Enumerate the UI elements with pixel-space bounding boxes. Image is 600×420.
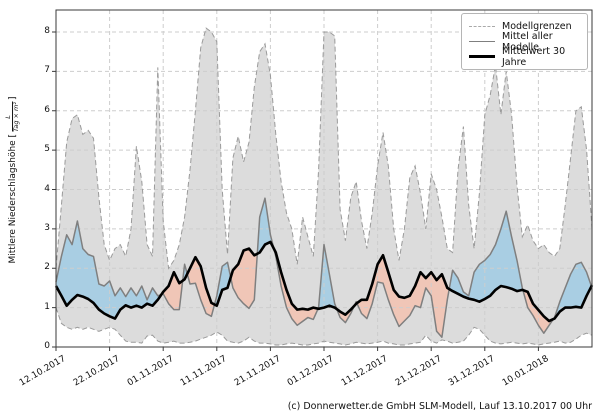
y-tick-label: 4 bbox=[44, 183, 50, 194]
above-normal-area bbox=[449, 211, 523, 302]
legend-label: Modellgrenzen bbox=[502, 21, 572, 32]
model-lower-bound-line bbox=[55, 307, 593, 346]
y-axis-label-suffix: ] bbox=[8, 96, 18, 101]
y-axis-label: Mittlere Niederschlagshöhe [ L Tag × m² … bbox=[4, 96, 21, 264]
gray-line-swatch bbox=[469, 41, 495, 42]
legend-item-model-mean: Mittel aller Modelle bbox=[469, 31, 580, 53]
y-tick-label: 1 bbox=[44, 301, 50, 312]
model-mean-line bbox=[55, 197, 593, 338]
y-tick-label: 5 bbox=[44, 144, 50, 155]
model-upper-bound-line bbox=[55, 27, 593, 270]
y-tick-label: 0 bbox=[44, 341, 50, 351]
unit-denominator: Tag × m² bbox=[12, 102, 21, 132]
y-tick-label: 8 bbox=[44, 26, 50, 36]
black-line-swatch bbox=[469, 55, 495, 58]
unit-numerator: L bbox=[4, 115, 13, 119]
legend-label: Mittelwert 30 Jahre bbox=[502, 45, 566, 68]
y-axis-unit-fraction: L Tag × m² bbox=[4, 102, 21, 132]
plot-border bbox=[55, 9, 593, 348]
below-normal-area bbox=[187, 257, 215, 317]
y-tick-label: 6 bbox=[44, 104, 50, 115]
normal-30yr-line bbox=[54, 240, 594, 323]
y-axis-label-prefix: Mittlere Niederschlagshöhe [ bbox=[8, 133, 18, 264]
y-tick-label: 2 bbox=[44, 262, 50, 273]
legend-item-30yr-mean: Mittelwert 30 Jahre bbox=[469, 46, 580, 68]
legend-label: Mittel aller Modelle bbox=[502, 30, 553, 53]
legend: Modellgrenzen Mittel aller Modelle Mitte… bbox=[461, 13, 588, 70]
dashed-line-swatch bbox=[469, 26, 495, 27]
y-tick-label: 7 bbox=[44, 65, 50, 76]
y-tick-label: 3 bbox=[44, 222, 50, 233]
legend-item-model-bounds: Modellgrenzen bbox=[469, 19, 580, 34]
above-normal-area bbox=[214, 262, 231, 306]
below-normal-area bbox=[230, 248, 258, 309]
below-normal-area bbox=[356, 255, 450, 338]
footer-credit: (c) Donnerwetter.de GmbH SLM-Modell, Lau… bbox=[287, 401, 592, 412]
